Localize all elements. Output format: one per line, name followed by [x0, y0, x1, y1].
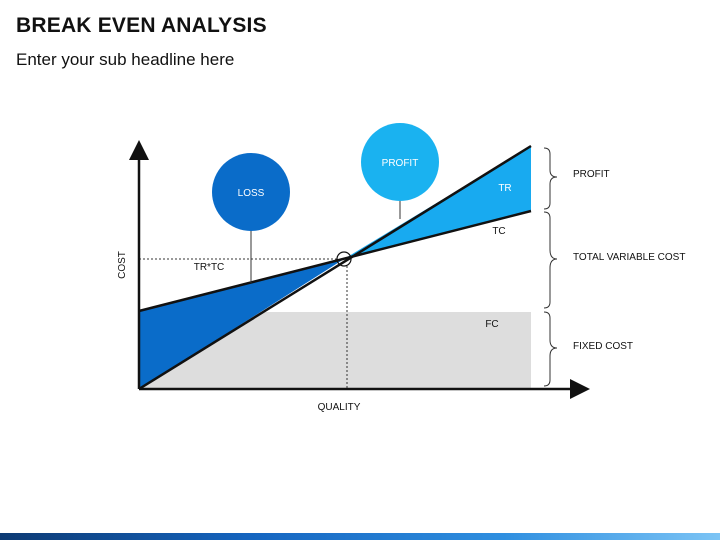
- profit-brace: [543, 147, 558, 210]
- profit-bubble: [361, 123, 439, 201]
- total-cost-line: [138, 209, 532, 313]
- fixed-cost-brace-label: FIXED COST: [573, 341, 633, 352]
- tr-line-label: TR: [498, 183, 511, 194]
- total-revenue-line: [138, 144, 532, 391]
- page-subtitle: Enter your sub headline here: [16, 50, 235, 69]
- loss-bubble: [212, 153, 290, 231]
- profit-brace-label: PROFIT: [573, 169, 610, 180]
- y-axis-label: COST: [117, 251, 128, 279]
- intersection-label: TR*TC: [194, 262, 225, 273]
- footer-accent-bar: [0, 533, 720, 540]
- tc-line-label: TC: [492, 226, 505, 237]
- break-even-point: [336, 251, 352, 267]
- variable-cost-brace: [543, 211, 558, 309]
- fixed-cost-brace: [543, 311, 558, 387]
- variable-cost-brace-label: TOTAL VARIABLE COST: [573, 252, 685, 263]
- profit-bubble-label: PROFIT: [382, 158, 419, 169]
- fc-label: FC: [485, 319, 498, 330]
- page-title: BREAK EVEN ANALYSIS: [16, 14, 267, 37]
- x-axis-label: QUALITY: [318, 402, 361, 413]
- loss-bubble-label: LOSS: [238, 188, 265, 199]
